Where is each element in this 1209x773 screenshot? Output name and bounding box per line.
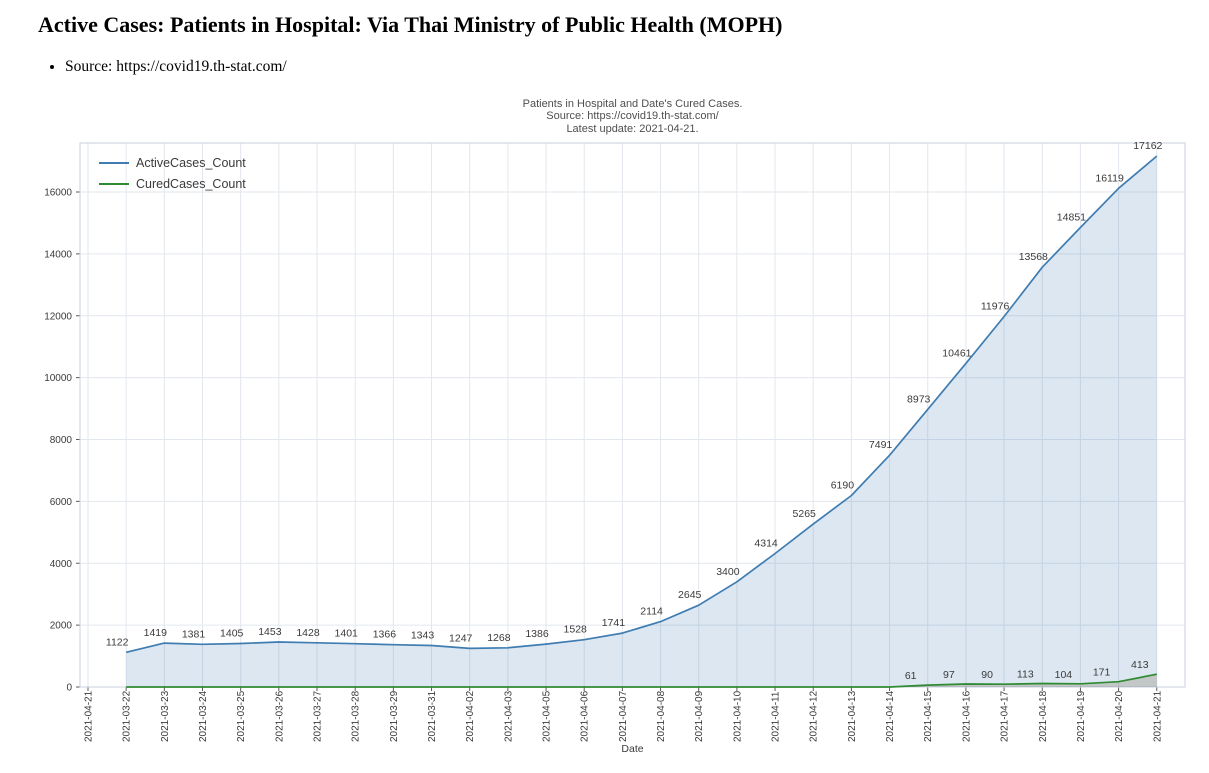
svg-text:2021-04-18: 2021-04-18 — [1038, 690, 1049, 742]
svg-text:16119: 16119 — [1095, 172, 1124, 184]
svg-text:2021-04-21: 2021-04-21 — [1152, 690, 1163, 742]
active-cases-line-swatch — [99, 161, 129, 164]
svg-text:2021-03-28: 2021-03-28 — [351, 690, 362, 742]
svg-text:2021-04-14: 2021-04-14 — [885, 690, 896, 742]
svg-text:5265: 5265 — [793, 508, 817, 520]
svg-text:2021-04-17: 2021-04-17 — [1000, 690, 1011, 742]
svg-text:2021-04-02: 2021-04-02 — [465, 690, 476, 742]
svg-text:4000: 4000 — [50, 559, 73, 570]
svg-text:2114: 2114 — [640, 606, 663, 618]
svg-text:2021-04-10: 2021-04-10 — [732, 690, 743, 742]
svg-text:3400: 3400 — [716, 566, 740, 578]
chart-title: Patients in Hospital and Date's Cured Ca… — [80, 98, 1185, 135]
page-title: Active Cases: Patients in Hospital: Via … — [38, 12, 783, 37]
svg-text:104: 104 — [1055, 669, 1073, 681]
svg-text:6000: 6000 — [50, 497, 73, 508]
chart-title-line1: Patients in Hospital and Date's Cured Ca… — [522, 98, 743, 110]
cured-cases-line-swatch — [99, 182, 129, 185]
svg-text:2021-04-19: 2021-04-19 — [1076, 690, 1087, 742]
svg-text:8973: 8973 — [907, 393, 931, 405]
svg-text:1268: 1268 — [487, 632, 511, 644]
svg-text:11976: 11976 — [981, 301, 1010, 313]
svg-text:2021-03-26: 2021-03-26 — [274, 690, 285, 742]
svg-text:2021-04-08: 2021-04-08 — [656, 690, 667, 742]
svg-text:1741: 1741 — [602, 617, 626, 629]
svg-text:1381: 1381 — [182, 628, 206, 640]
svg-text:4314: 4314 — [754, 538, 778, 550]
svg-text:2021-04-03: 2021-04-03 — [503, 690, 514, 742]
chart-container: Patients in Hospital and Date's Cured Ca… — [0, 95, 1209, 773]
source-list: Source: https://covid19.th-stat.com/ — [45, 58, 287, 76]
svg-text:2021-04-06: 2021-04-06 — [580, 690, 591, 742]
svg-text:1401: 1401 — [335, 628, 359, 640]
svg-text:2021-04-12: 2021-04-12 — [809, 690, 820, 742]
svg-text:2021-03-23: 2021-03-23 — [160, 690, 171, 742]
svg-text:2021-04-05: 2021-04-05 — [542, 690, 553, 742]
svg-text:8000: 8000 — [50, 435, 73, 446]
svg-text:Date: Date — [621, 743, 643, 755]
svg-text:2021-04-11: 2021-04-11 — [771, 691, 782, 742]
svg-text:1247: 1247 — [449, 632, 473, 644]
svg-text:0: 0 — [66, 683, 72, 694]
svg-text:2021-03-31: 2021-03-31 — [427, 690, 438, 742]
svg-text:61: 61 — [905, 670, 917, 682]
svg-text:7491: 7491 — [869, 439, 893, 451]
plot-area: 0 2000 4000 6000 8000 10000 12000 14000 16000 202… — [44, 140, 1186, 755]
svg-text:17162: 17162 — [1133, 140, 1162, 152]
svg-text:2021-03-25: 2021-03-25 — [236, 690, 247, 742]
svg-text:2021-03-22: 2021-03-22 — [122, 690, 133, 742]
svg-text:1366: 1366 — [373, 629, 397, 641]
svg-text:1122: 1122 — [106, 636, 129, 648]
svg-text:2021-04-09: 2021-04-09 — [694, 690, 705, 742]
svg-text:2021-04-07: 2021-04-07 — [618, 690, 629, 742]
svg-text:2021-04-16: 2021-04-16 — [961, 690, 972, 742]
chart-legend: ActiveCases_Count CuredCases_Count — [99, 152, 246, 194]
svg-text:1528: 1528 — [564, 624, 588, 636]
legend-label-active-cases: ActiveCases_Count — [136, 155, 246, 170]
svg-text:2021-03-24: 2021-03-24 — [198, 690, 209, 742]
svg-text:12000: 12000 — [44, 311, 72, 322]
svg-text:413: 413 — [1131, 659, 1149, 671]
svg-text:2021-04-15: 2021-04-15 — [923, 690, 934, 742]
svg-text:16000: 16000 — [44, 188, 72, 199]
svg-text:10000: 10000 — [44, 373, 72, 384]
svg-text:1386: 1386 — [525, 628, 549, 640]
svg-text:90: 90 — [981, 669, 993, 681]
legend-item-active-cases: ActiveCases_Count — [99, 152, 246, 173]
svg-text:2645: 2645 — [678, 589, 702, 601]
svg-text:14851: 14851 — [1057, 212, 1086, 224]
svg-text:2000: 2000 — [50, 621, 73, 632]
svg-text:1405: 1405 — [220, 628, 244, 640]
svg-text:2021-03-27: 2021-03-27 — [313, 690, 324, 742]
svg-text:2021-04-20: 2021-04-20 — [1114, 690, 1125, 742]
legend-label-cured-cases: CuredCases_Count — [136, 176, 246, 191]
svg-text:6190: 6190 — [831, 480, 855, 492]
svg-text:14000: 14000 — [44, 249, 72, 260]
svg-text:97: 97 — [943, 669, 955, 681]
svg-text:171: 171 — [1093, 667, 1111, 679]
chart-title-line3: Latest update: 2021-04-21. — [566, 122, 699, 135]
svg-text:1419: 1419 — [144, 627, 168, 639]
svg-text:2021-03-29: 2021-03-29 — [389, 690, 400, 742]
svg-text:1428: 1428 — [296, 627, 320, 639]
svg-text:2021-04-13: 2021-04-13 — [847, 690, 858, 742]
source-item: Source: https://covid19.th-stat.com/ — [65, 58, 287, 76]
svg-text:113: 113 — [1017, 669, 1034, 681]
svg-text:1453: 1453 — [258, 626, 282, 638]
legend-item-cured-cases: CuredCases_Count — [99, 173, 246, 194]
chart-title-line2: Source: https://covid19.th-stat.com/ — [546, 110, 719, 123]
svg-text:10461: 10461 — [942, 347, 971, 359]
svg-text:1343: 1343 — [411, 630, 435, 642]
svg-text:13568: 13568 — [1019, 251, 1048, 263]
svg-text:2021-04-21: 2021-04-21 — [84, 690, 95, 742]
